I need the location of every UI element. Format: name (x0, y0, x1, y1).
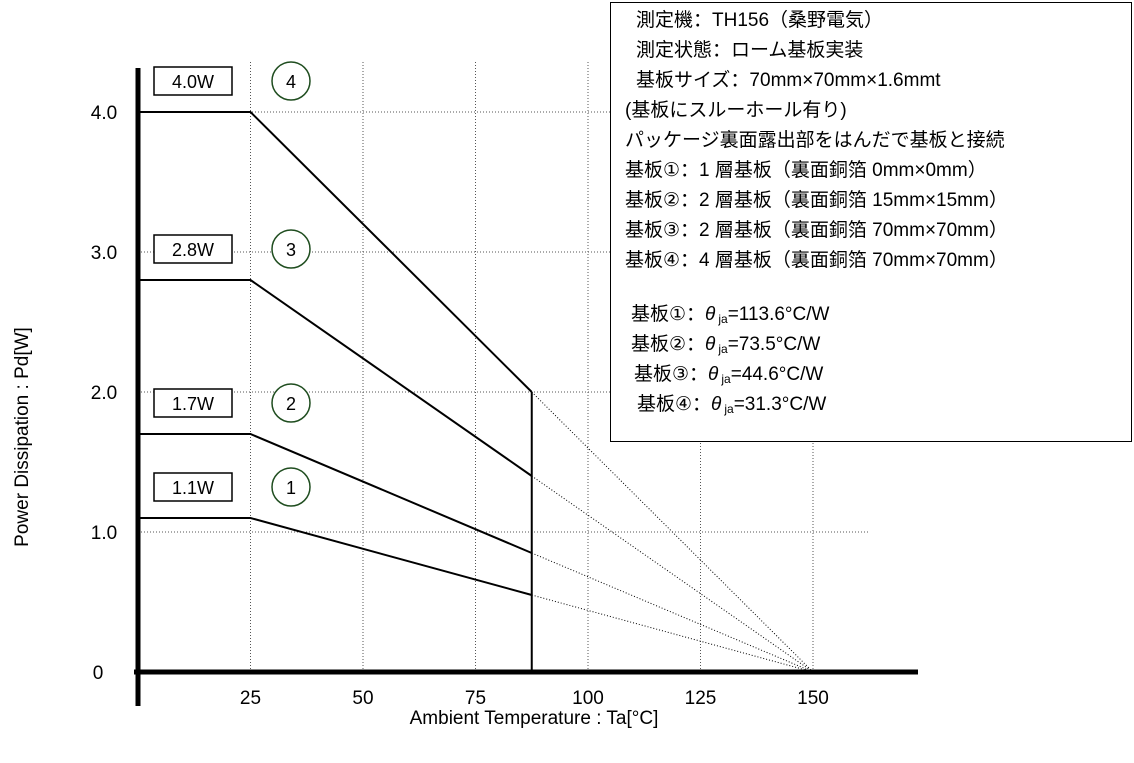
x-tick-label-50: 50 (352, 688, 373, 709)
theta-symbol: θ (705, 334, 716, 355)
theta-value: =113.6°C/W (727, 304, 830, 325)
theta-value: =44.6°C/W (730, 364, 824, 385)
theta-symbol: θ (705, 304, 716, 325)
theta-board: 基板①： (631, 304, 706, 325)
value-label-2: 1.7W (172, 394, 214, 414)
series-marker-circle-4 (271, 61, 311, 101)
y-tick-label-0: 0 (93, 663, 104, 684)
theta-symbol: θ (708, 364, 719, 385)
value-label-box-4 (153, 66, 233, 96)
theta-subscript: ja (721, 372, 731, 386)
info-line: 基板③：2 層基板（裏面銅箔 70mm×70mm） (625, 220, 1008, 241)
label-layer: 1.1W 1 1.7W 2 2.8W 3 4.0W 4 (153, 61, 311, 507)
theta-board: 基板④： (637, 394, 712, 415)
value-label-box-2 (153, 388, 233, 418)
x-tick-label-150: 150 (797, 688, 829, 709)
theta-value: =31.3°C/W (733, 394, 827, 415)
series-line-4 (138, 111, 533, 393)
tick-layer: 25 50 75 100 125 150 0 1.0 2.0 3.0 4.0 (91, 103, 829, 709)
series-line-3 (138, 279, 533, 477)
series-extension-3 (531, 475, 814, 673)
x-tick-label-25: 25 (240, 688, 261, 709)
measurement-info-box: 測定機：TH156（桑野電気） 測定状態：ローム基板実装基板サイズ：70mm×70… (610, 2, 1132, 442)
info-line: 基板②：2 層基板（裏面銅箔 15mm×15mm） (625, 190, 1008, 211)
info-line: パッケージ裏面露出部をはんだで基板と接続 (625, 130, 1005, 151)
series-marker-number-4: 4 (286, 72, 296, 92)
info-line: 基板①：1 層基板（裏面銅箔 0mm×0mm） (625, 160, 987, 181)
series-line-2 (138, 433, 533, 554)
info-line: (基板にスルーホール有り) (625, 100, 847, 121)
theta-line: 基板④：θ ja=31.3°C/W (611, 390, 1131, 420)
series-marker-number-2: 2 (286, 394, 296, 414)
value-label-4: 4.0W (172, 72, 214, 92)
theta-board: 基板③： (634, 364, 709, 385)
theta-symbol: θ (711, 394, 722, 415)
info-line: 基板④：4 層基板（裏面銅箔 70mm×70mm） (625, 250, 1008, 271)
theta-line: 基板①：θ ja=113.6°C/W (611, 300, 1131, 330)
axis-layer (134, 68, 918, 706)
info-line: 測定状態：ローム基板実装 (636, 40, 864, 61)
y-tick-label-4.0: 4.0 (91, 103, 117, 124)
y-axis-label: Power Dissipation : Pd[W] (12, 327, 33, 547)
x-tick-label-100: 100 (572, 688, 604, 709)
value-label-3: 2.8W (172, 240, 214, 260)
value-label-box-1 (153, 472, 233, 502)
series-marker-circle-1 (271, 467, 311, 507)
series-marker-number-3: 3 (286, 240, 296, 260)
series-marker-number-1: 1 (286, 478, 296, 498)
series-extension-2 (531, 552, 814, 673)
theta-lines: 基板①：θ ja=113.6°C/W 基板②：θ ja=73.5°C/W 基板③：θ ja… (611, 300, 1131, 420)
theta-board: 基板②： (631, 334, 706, 355)
info-line: 測定機：TH156（桑野電気） (636, 10, 884, 31)
info-lines: 測定機：TH156（桑野電気） 測定状態：ローム基板実装基板サイズ：70mm×70… (611, 6, 1131, 276)
value-label-1: 1.1W (172, 478, 214, 498)
x-tick-label-125: 125 (685, 688, 717, 709)
series-marker-circle-3 (271, 229, 311, 269)
series-marker-circle-2 (271, 383, 311, 423)
theta-line: 基板②：θ ja=73.5°C/W (611, 330, 1131, 360)
y-tick-label-2.0: 2.0 (91, 383, 117, 404)
x-axis-label: Ambient Temperature : Ta[°C] (410, 708, 659, 729)
theta-subscript: ja (724, 402, 734, 416)
series-layer (138, 111, 533, 672)
x-tick-label-75: 75 (465, 688, 486, 709)
theta-subscript: ja (718, 312, 728, 326)
y-tick-label-1.0: 1.0 (91, 523, 117, 544)
value-label-box-3 (153, 234, 233, 264)
series-line-1 (138, 517, 533, 596)
series-extension-1 (531, 594, 814, 673)
theta-subscript: ja (718, 342, 728, 356)
info-line: 基板サイズ：70mm×70mm×1.6mmt (636, 70, 941, 91)
theta-value: =73.5°C/W (727, 334, 821, 355)
y-tick-label-3.0: 3.0 (91, 243, 117, 264)
theta-line: 基板③：θ ja=44.6°C/W (611, 360, 1131, 390)
extension-layer (531, 391, 814, 673)
series-extension-4 (531, 391, 814, 673)
